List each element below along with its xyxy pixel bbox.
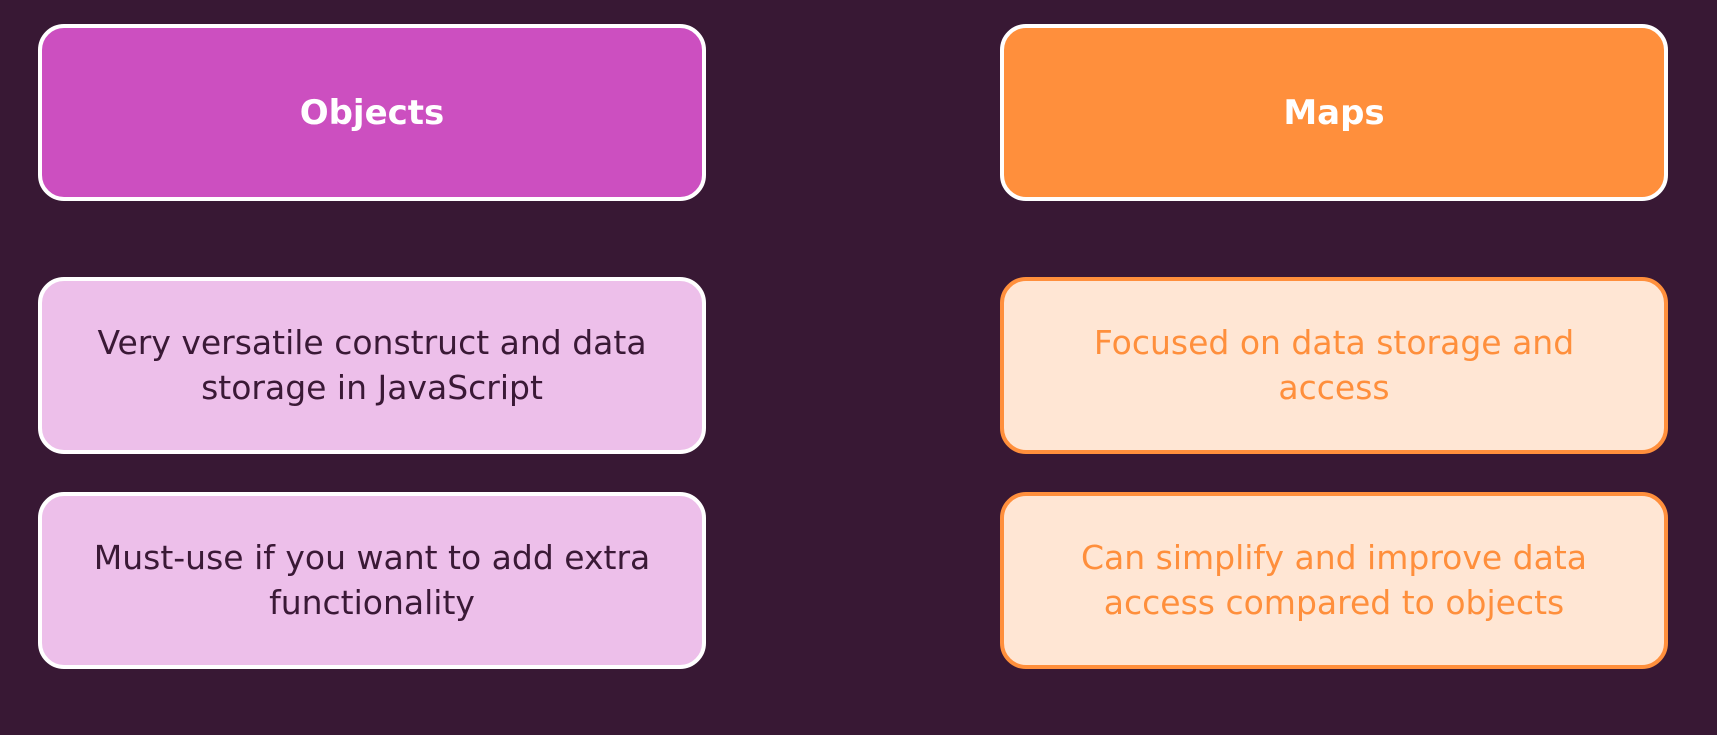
objects-item-text: Very versatile construct and data storag… xyxy=(97,322,647,407)
objects-title: Objects xyxy=(299,92,445,133)
objects-header-box: Objects xyxy=(38,24,706,201)
maps-item-simplify-access: Can simplify and improve data access com… xyxy=(1000,492,1668,669)
maps-item-text: Focused on data storage and access xyxy=(1093,322,1575,407)
objects-item-versatile: Very versatile construct and data storag… xyxy=(38,277,706,454)
maps-item-data-storage: Focused on data storage and access xyxy=(1000,277,1668,454)
objects-item-text: Must-use if you want to add extra functi… xyxy=(93,537,651,622)
maps-item-text: Can simplify and improve data access com… xyxy=(1080,537,1588,622)
maps-title: Maps xyxy=(1283,92,1385,133)
objects-item-extra-functionality: Must-use if you want to add extra functi… xyxy=(38,492,706,669)
maps-header-box: Maps xyxy=(1000,24,1668,201)
